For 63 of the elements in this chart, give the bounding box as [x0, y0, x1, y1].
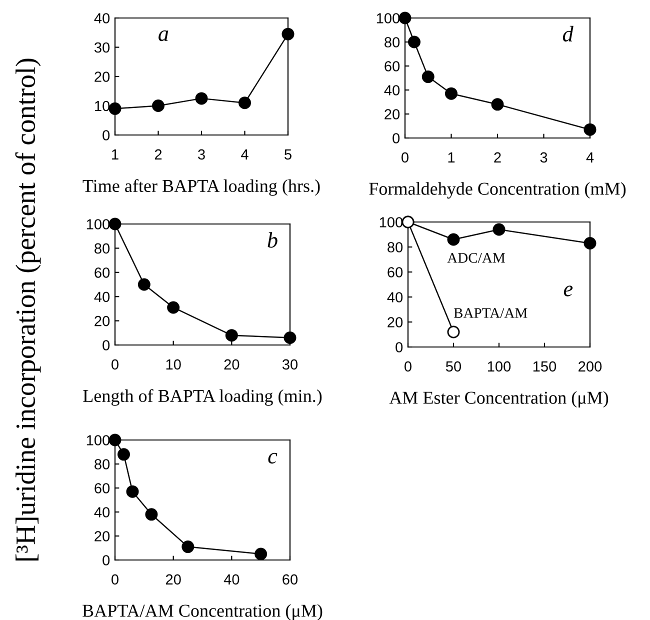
y-tick-label: 100 — [376, 13, 400, 24]
y-tick-label: 80 — [384, 37, 400, 48]
x-tick-label: 200 — [578, 361, 602, 372]
annotation: a — [158, 30, 168, 42]
annotation: d — [562, 26, 574, 42]
y-tick-label: 0 — [102, 340, 110, 350]
x-tick-label: 50 — [446, 361, 462, 372]
y-tick-label: 0 — [396, 342, 403, 352]
series-label: BAPTA/AM — [454, 308, 528, 318]
x-tick-label: 10 — [166, 359, 181, 370]
y-axis-title: [³H]uridine incorporation (percent of control) — [15, 58, 41, 560]
x-axis-title: Formaldehyde Concentration (mM) — [369, 182, 626, 199]
x-tick-label: 4 — [241, 149, 248, 160]
y-tick-label: 20 — [388, 317, 403, 328]
x-tick-label: 3 — [540, 152, 548, 163]
x-tick-label: 30 — [282, 359, 298, 370]
x-axis-title: Length of BAPTA loading (min.) — [83, 389, 322, 406]
y-tick-label: 20 — [94, 72, 110, 82]
x-tick-label: 40 — [224, 574, 240, 585]
y-tick-label: 100 — [86, 435, 110, 446]
x-axis-title: Time after BAPTA loading (hrs.) — [82, 179, 320, 196]
x-tick-label: 2 — [154, 149, 162, 160]
y-tick-label: 40 — [94, 292, 110, 302]
y-tick-label: 80 — [94, 459, 110, 470]
y-tick-label: 10 — [95, 100, 110, 112]
y-tick-label: 20 — [384, 109, 400, 120]
y-tick-label: 30 — [94, 42, 110, 53]
y-tick-label: 0 — [392, 133, 400, 144]
y-tick-label: 60 — [94, 268, 110, 278]
x-tick-label: 100 — [488, 361, 511, 372]
annotation: b — [268, 232, 278, 248]
series-label: ADC/AM — [447, 253, 505, 263]
y-tick-label: 60 — [388, 267, 403, 278]
y-tick-label: 60 — [94, 483, 110, 494]
y-tick-label: 40 — [384, 85, 400, 96]
y-tick-label: 20 — [94, 531, 110, 542]
y-tick-label: 100 — [86, 219, 110, 230]
y-tick-label: 20 — [94, 316, 110, 326]
y-tick-label: 0 — [102, 130, 110, 140]
x-tick-label: 0 — [112, 574, 118, 585]
x-tick-label: 1 — [112, 149, 118, 160]
x-tick-label: 1 — [448, 152, 455, 162]
x-tick-label: 0 — [112, 359, 118, 370]
x-tick-label: 20 — [166, 574, 181, 585]
x-tick-label: 4 — [586, 152, 594, 162]
y-tick-label: 0 — [102, 555, 110, 566]
x-tick-label: 0 — [404, 361, 412, 372]
y-tick-label: 40 — [387, 292, 403, 302]
x-tick-label: 3 — [198, 149, 205, 160]
x-tick-label: 150 — [533, 361, 556, 372]
y-tick-label: 40 — [94, 13, 110, 24]
x-tick-label: 60 — [282, 574, 298, 585]
annotation: c — [268, 452, 278, 464]
x-tick-label: 2 — [494, 152, 501, 162]
x-tick-label: 20 — [224, 359, 240, 370]
x-axis-title: AM Ester Concentration (μM) — [389, 391, 608, 408]
annotation: e — [564, 286, 573, 296]
y-tick-label: 80 — [388, 242, 403, 252]
y-tick-label: 60 — [384, 61, 400, 72]
y-tick-label: 40 — [94, 507, 110, 518]
y-tick-label: 80 — [94, 243, 110, 254]
y-tick-label: 100 — [380, 217, 403, 228]
x-tick-label: 5 — [284, 149, 292, 160]
